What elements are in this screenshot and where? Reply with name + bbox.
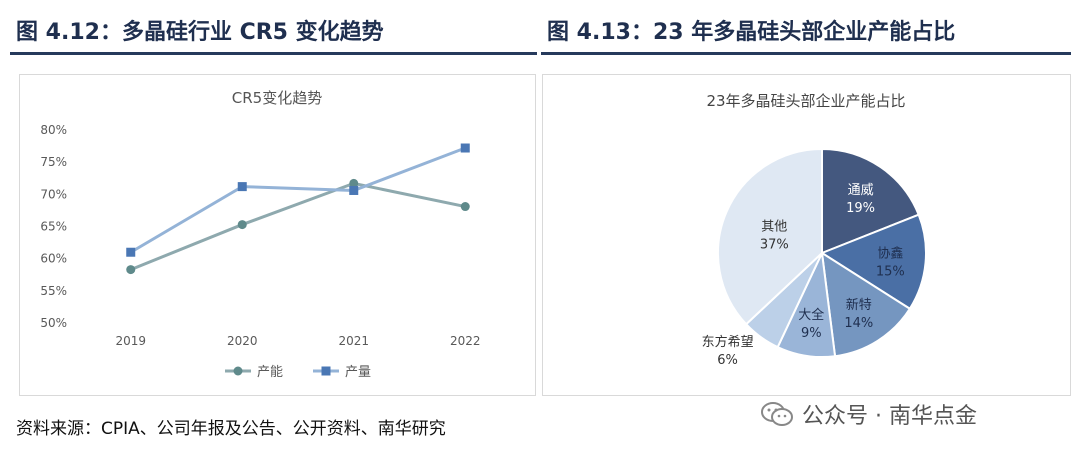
data-point bbox=[349, 178, 359, 188]
legend-entry: 产量 bbox=[313, 365, 371, 380]
pie-label-name: 新特 bbox=[846, 297, 872, 313]
pie-slice-新特 bbox=[820, 251, 912, 358]
legend: 产能 产量 bbox=[225, 365, 371, 380]
source-note: 资料来源：CPIA、公司年报及公告、公开资料、南华研究 bbox=[16, 419, 446, 439]
watermark-text: 公众号 · 南华点金 bbox=[802, 404, 977, 429]
data-point bbox=[126, 265, 136, 275]
watermark: 公众号 · 南华点金 bbox=[760, 398, 977, 430]
pie-slices bbox=[717, 147, 927, 358]
data-point bbox=[460, 143, 470, 153]
y-tick-label: 70% bbox=[40, 187, 67, 201]
y-tick-label: 60% bbox=[40, 252, 67, 266]
legend-marker bbox=[233, 366, 243, 376]
y-tick-label: 65% bbox=[40, 220, 67, 234]
series-line-产能 bbox=[130, 181, 466, 271]
pie-label-name: 协鑫 bbox=[877, 245, 903, 261]
pie-label-name: 东方希望 bbox=[702, 334, 754, 350]
pie-slice-其他 bbox=[717, 147, 823, 326]
x-axis: 2019 2020 2021 2022 bbox=[115, 334, 480, 348]
left-figure-heading: 图 4.12：多晶硅行业 CR5 变化趋势 bbox=[16, 20, 384, 45]
y-tick-label: 55% bbox=[40, 284, 67, 298]
pie-label-name: 通威 bbox=[848, 183, 874, 198]
data-point bbox=[460, 202, 470, 212]
x-tick-label: 2022 bbox=[450, 334, 481, 348]
legend-marker bbox=[321, 366, 331, 376]
pie-chart: 23年多晶硅头部企业产能占比 通威 19% 协鑫 15% 新特 14% 大全 9% 东方希望 6%… bbox=[702, 92, 927, 368]
series-line-产量 bbox=[129, 146, 466, 254]
x-tick-label: 2019 bbox=[115, 334, 146, 348]
legend-entry: 产能 bbox=[225, 365, 283, 380]
pie-label-value: 37% bbox=[760, 237, 789, 252]
x-tick-label: 2021 bbox=[338, 334, 369, 348]
data-point bbox=[237, 220, 247, 230]
pie-chart-title: 23年多晶硅头部企业产能占比 bbox=[706, 92, 905, 110]
y-tick-label: 50% bbox=[40, 316, 67, 330]
pie-label-value: 9% bbox=[801, 326, 822, 341]
pie-label-value: 14% bbox=[844, 316, 873, 331]
data-point bbox=[237, 182, 247, 192]
line-chart: CR5变化趋势 50%55%60%65%70%75%80% 2019 2020 20… bbox=[40, 89, 480, 380]
pie-labels: 通威 19% 协鑫 15% 新特 14% 大全 9% 东方希望 6% 其他 37% bbox=[702, 183, 905, 368]
y-axis: 50% 55% 60% 65% 70% 75% 80% bbox=[40, 123, 67, 330]
pie-label-name: 其他 bbox=[761, 219, 787, 234]
pie-label-name: 大全 bbox=[798, 307, 824, 323]
legend-label: 产能 bbox=[257, 365, 283, 380]
y-tick-label: 80% bbox=[40, 123, 67, 137]
pie-slice-通威 bbox=[821, 147, 920, 255]
pie-label-value: 19% bbox=[846, 201, 875, 216]
data-point bbox=[126, 247, 136, 257]
pie-slice-协鑫 bbox=[819, 213, 927, 311]
wechat-icon bbox=[761, 402, 793, 426]
line-chart-panel: CR5变化趋势 50% 55% 60% 65% 70% 75% 80% 2019 2020 20… bbox=[19, 74, 536, 396]
right-heading-rule bbox=[541, 52, 1071, 55]
pie-chart-panel: 23年多晶硅头部企业产能占比 通威 19% 协鑫 15% 新特 14% 大全 9% 东方希望 6%… bbox=[542, 74, 1071, 396]
x-tick-label: 2020 bbox=[227, 334, 258, 348]
y-tick-label: 75% bbox=[40, 155, 67, 169]
pie-label-value: 15% bbox=[876, 264, 905, 279]
pie-label-value: 6% bbox=[717, 353, 738, 368]
right-figure-heading: 图 4.13：23 年多晶硅头部企业产能占比 bbox=[547, 20, 956, 45]
data-point bbox=[349, 185, 359, 195]
series-layer bbox=[126, 143, 470, 275]
left-heading-rule bbox=[10, 52, 537, 55]
legend-label: 产量 bbox=[345, 365, 371, 380]
line-chart-title: CR5变化趋势 bbox=[232, 89, 322, 107]
